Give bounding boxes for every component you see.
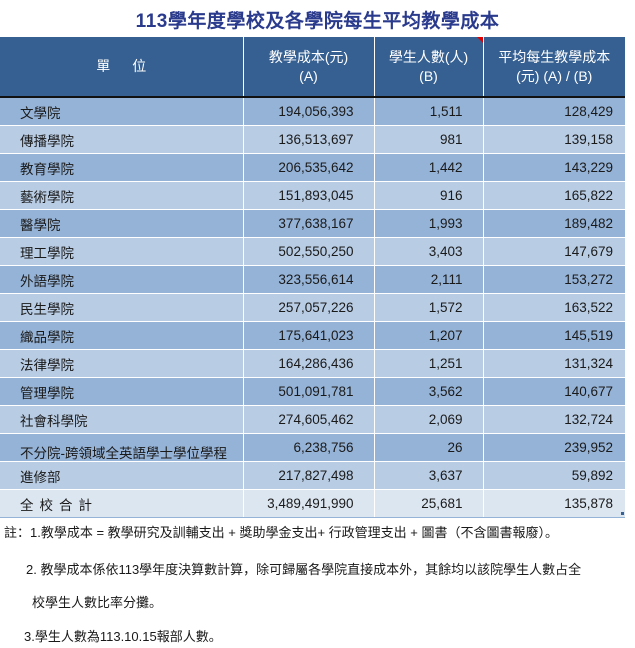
cell-avg: 147,679 bbox=[483, 237, 625, 266]
header-students-line2: (B) bbox=[419, 67, 438, 84]
cell-students: 916 bbox=[374, 181, 484, 210]
table-row: 法律學院 164,286,436 1,251 131,324 bbox=[0, 349, 625, 378]
cell-avg: 189,482 bbox=[483, 209, 625, 238]
cell-unit: 法律學院 bbox=[0, 349, 244, 378]
table-row: 理工學院 502,550,250 3,403 147,679 bbox=[0, 237, 625, 266]
cell-cost: 323,556,614 bbox=[243, 265, 375, 294]
cell-cost: 3,489,491,990 bbox=[243, 489, 375, 518]
cell-students: 1,993 bbox=[374, 209, 484, 238]
header-avg-line2: (元) (A) / (B) bbox=[516, 67, 593, 84]
table-row: 織品學院 175,641,023 1,207 145,519 bbox=[0, 321, 625, 350]
header-students: 學生人數(人) (B) bbox=[374, 37, 484, 98]
table-row: 教育學院 206,535,642 1,442 143,229 bbox=[0, 153, 625, 182]
cell-cost: 194,056,393 bbox=[243, 97, 375, 126]
cell-avg: 153,272 bbox=[483, 265, 625, 294]
cell-cost: 136,513,697 bbox=[243, 125, 375, 154]
table-row: 文學院 194,056,393 1,511 128,429 bbox=[0, 97, 625, 126]
cell-students: 2,111 bbox=[374, 265, 484, 294]
cell-unit: 織品學院 bbox=[0, 321, 244, 350]
table-row: 管理學院 501,091,781 3,562 140,677 bbox=[0, 377, 625, 406]
table-row: 傳播學院 136,513,697 981 139,158 bbox=[0, 125, 625, 154]
cell-cost: 257,057,226 bbox=[243, 293, 375, 322]
cell-avg: 165,822 bbox=[483, 181, 625, 210]
page-title: 113學年度學校及各學院每生平均教學成本 bbox=[135, 11, 500, 32]
cell-cost: 6,238,756 bbox=[243, 433, 375, 462]
cell-cost: 502,550,250 bbox=[243, 237, 375, 266]
table-row: 醫學院 377,638,167 1,993 189,482 bbox=[0, 209, 625, 238]
note-2: 2. 教學成本係依113學年度決算數計算，除可歸屬各學院直接成本外，其餘均以該院… bbox=[26, 562, 582, 577]
table-row: 民生學院 257,057,226 1,572 163,522 bbox=[0, 293, 625, 322]
cell-avg: 239,952 bbox=[483, 433, 625, 462]
header-cost: 教學成本(元) (A) bbox=[243, 37, 375, 98]
cell-unit: 不分院-跨領域全英語學士學位學程 bbox=[0, 433, 244, 462]
cell-unit: 理工學院 bbox=[0, 237, 244, 266]
cell-unit: 全校合計 bbox=[0, 489, 244, 518]
cell-avg: 59,892 bbox=[483, 461, 625, 490]
cell-unit: 進修部 bbox=[0, 461, 244, 490]
cell-students: 1,442 bbox=[374, 153, 484, 182]
cell-students: 981 bbox=[374, 125, 484, 154]
header-cost-line1: 教學成本(元) bbox=[268, 48, 349, 65]
cell-students: 1,251 bbox=[374, 349, 484, 378]
cell-avg: 145,519 bbox=[483, 321, 625, 350]
table-total-row: 全校合計 3,489,491,990 25,681 135,878 bbox=[0, 489, 625, 518]
cell-avg: 140,677 bbox=[483, 377, 625, 406]
table-row: 外語學院 323,556,614 2,111 153,272 bbox=[0, 265, 625, 294]
cell-unit: 文學院 bbox=[0, 97, 244, 126]
table-resize-handle[interactable] bbox=[621, 512, 624, 515]
cell-avg: 128,429 bbox=[483, 97, 625, 126]
cell-students: 1,511 bbox=[374, 97, 484, 126]
cell-avg: 131,324 bbox=[483, 349, 625, 378]
table-header-row: 單位 教學成本(元) (A) 學生人數(人) (B) 平均每生教學成本 (元) … bbox=[0, 37, 625, 98]
cell-unit: 民生學院 bbox=[0, 293, 244, 322]
cell-cost: 164,286,436 bbox=[243, 349, 375, 378]
cell-avg: 163,522 bbox=[483, 293, 625, 322]
table-row: 社會科學院 274,605,462 2,069 132,724 bbox=[0, 405, 625, 434]
header-avg: 平均每生教學成本 (元) (A) / (B) bbox=[483, 37, 625, 98]
cell-students: 3,562 bbox=[374, 377, 484, 406]
header-avg-line1: 平均每生教學成本 bbox=[498, 48, 611, 65]
cell-unit: 管理學院 bbox=[0, 377, 244, 406]
cell-avg: 132,724 bbox=[483, 405, 625, 434]
cell-unit: 醫學院 bbox=[0, 209, 244, 238]
header-unit: 單位 bbox=[0, 37, 244, 98]
header-cost-line2: (A) bbox=[299, 67, 318, 84]
cell-students: 1,572 bbox=[374, 293, 484, 322]
header-students-line1: 學生人數(人) bbox=[388, 48, 469, 65]
cell-unit: 傳播學院 bbox=[0, 125, 244, 154]
cell-students: 2,069 bbox=[374, 405, 484, 434]
note-3: 3.學生人數為113.10.15報部人數。 bbox=[24, 629, 222, 644]
note-2-continued: 校學生人數比率分攤。 bbox=[32, 595, 163, 610]
cell-students: 3,403 bbox=[374, 237, 484, 266]
cell-cost: 206,535,642 bbox=[243, 153, 375, 182]
table-row: 進修部 217,827,498 3,637 59,892 bbox=[0, 461, 625, 490]
cell-students: 3,637 bbox=[374, 461, 484, 490]
cell-avg: 139,158 bbox=[483, 125, 625, 154]
cell-students: 25,681 bbox=[374, 489, 484, 518]
cell-cost: 151,893,045 bbox=[243, 181, 375, 210]
cell-unit: 外語學院 bbox=[0, 265, 244, 294]
cell-unit: 藝術學院 bbox=[0, 181, 244, 210]
note-1: 註：1.教學成本 = 教學研究及訓輔支出 + 獎助學金支出+ 行政管理支出 + … bbox=[4, 525, 558, 540]
cell-students: 1,207 bbox=[374, 321, 484, 350]
cell-unit-text: 不分院-跨領域全英語學士學位學程 bbox=[20, 446, 227, 461]
cell-unit: 教育學院 bbox=[0, 153, 244, 182]
cell-avg: 135,878 bbox=[483, 489, 625, 518]
cell-cost: 501,091,781 bbox=[243, 377, 375, 406]
cost-table: 單位 教學成本(元) (A) 學生人數(人) (B) 平均每生教學成本 (元) … bbox=[0, 37, 625, 518]
cell-cost: 217,827,498 bbox=[243, 461, 375, 490]
table-row: 藝術學院 151,893,045 916 165,822 bbox=[0, 181, 625, 210]
cell-cost: 274,605,462 bbox=[243, 405, 375, 434]
cell-avg: 143,229 bbox=[483, 153, 625, 182]
cell-cost: 377,638,167 bbox=[243, 209, 375, 238]
cell-unit: 社會科學院 bbox=[0, 405, 244, 434]
cell-cost: 175,641,023 bbox=[243, 321, 375, 350]
table-row: 不分院-跨領域全英語學士學位學程 6,238,756 26 239,952 bbox=[0, 433, 625, 462]
cell-students: 26 bbox=[374, 433, 484, 462]
comment-indicator-icon[interactable] bbox=[476, 37, 483, 43]
